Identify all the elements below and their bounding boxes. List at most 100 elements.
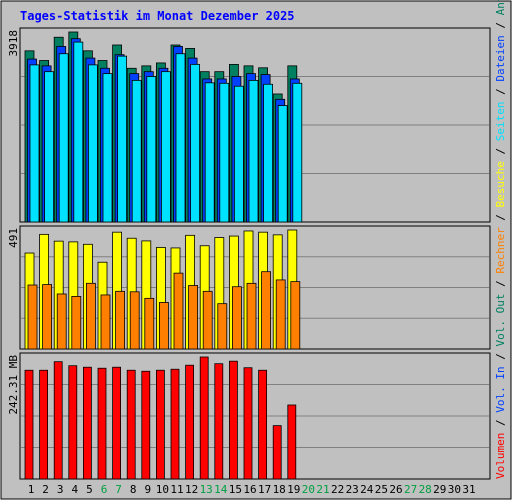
max-value-label: 242.31 MB [7, 355, 20, 415]
x-tick-label-day-9: 9 [144, 483, 151, 496]
legend-separator: / [494, 82, 507, 102]
bar-volumen-day-11 [170, 368, 180, 480]
x-tick-label-day-28: 28 [419, 483, 432, 496]
legend-entry: Rechner [494, 227, 507, 274]
bar-seiten-day-18 [277, 105, 288, 223]
bar-volumen-day-15 [228, 360, 238, 480]
bar-seiten-day-17 [263, 83, 274, 223]
bar-rechner-day-11 [173, 272, 184, 350]
bar-rechner-day-14 [217, 303, 228, 350]
bar-volumen-day-19 [287, 404, 297, 480]
x-tick-label-day-31: 31 [462, 483, 475, 496]
bar-volumen-day-3 [53, 361, 63, 480]
bar-seiten-day-19 [292, 82, 303, 223]
bar-rechner-day-1 [27, 284, 38, 350]
legend-separator: / [494, 15, 507, 35]
legend-separator: / [494, 274, 507, 294]
x-tick-label-day-15: 15 [229, 483, 242, 496]
bar-rechner-day-5 [86, 282, 96, 350]
bar-volumen-day-4 [68, 365, 78, 480]
bar-volumen-day-17 [258, 369, 268, 480]
bar-rechner-day-12 [188, 285, 199, 350]
x-tick-label-day-13: 13 [200, 483, 213, 496]
chart-panels: 3918 491 242.31 MB [7, 27, 491, 480]
x-tick-label-day-30: 30 [448, 483, 461, 496]
bar-rechner-day-17 [261, 271, 272, 350]
bar-volumen-day-12 [185, 364, 195, 480]
x-tick-label-day-5: 5 [86, 483, 93, 496]
x-tick-label-day-3: 3 [57, 483, 64, 496]
bar-rechner-day-7 [115, 290, 125, 350]
bar-rechner-day-10 [158, 302, 169, 350]
bar-rechner-day-13 [202, 290, 213, 350]
x-tick-label-day-2: 2 [42, 483, 49, 496]
x-tick-label-day-29: 29 [433, 483, 446, 496]
bar-rechner-day-8 [129, 291, 140, 350]
bar-volumen-day-16 [243, 367, 253, 480]
legend-separator: / [494, 347, 507, 367]
bar-rechner-day-18 [275, 279, 286, 350]
x-tick-label-day-18: 18 [273, 483, 286, 496]
x-tick-label-day-16: 16 [243, 483, 256, 496]
bar-volumen-day-10 [155, 369, 165, 480]
bar-seiten-day-2 [44, 71, 54, 223]
x-tick-label-day-25: 25 [375, 483, 388, 496]
legend-entry: Anfragen [494, 0, 507, 15]
x-tick-label-day-26: 26 [389, 483, 402, 496]
x-tick-label-day-20: 20 [302, 483, 315, 496]
bar-seiten-day-1 [29, 64, 40, 223]
bar-volumen-day-7 [112, 366, 121, 480]
bar-volumen-day-5 [83, 366, 92, 480]
legend-separator: / [494, 413, 507, 433]
bar-volumen-day-13 [199, 356, 209, 480]
x-tick-label-day-1: 1 [28, 483, 35, 496]
bar-volumen-day-8 [126, 369, 136, 480]
bar-rechner-day-4 [71, 296, 82, 350]
bar-seiten-day-3 [58, 53, 69, 223]
x-tick-label-day-19: 19 [287, 483, 300, 496]
bar-rechner-day-3 [56, 293, 67, 350]
bar-volumen-day-2 [39, 369, 48, 480]
x-axis-labels: 1 2 3 4 5 6 7 8 9 10 11 12 13 14 15 16 17 18 19 20 21 22 23 24 2… [28, 483, 476, 496]
bar-seiten-day-4 [73, 41, 84, 223]
bar-volumen-day-6 [97, 367, 107, 480]
bar-seiten-day-15 [233, 85, 244, 223]
x-tick-label-day-24: 24 [360, 483, 374, 496]
max-value-label: 491 [7, 228, 20, 248]
bar-rechner-day-15 [231, 286, 242, 350]
bar-seiten-day-13 [204, 82, 215, 223]
bar-seiten-day-10 [160, 71, 171, 223]
x-tick-label-day-10: 10 [156, 483, 169, 496]
series-seiten [29, 41, 303, 223]
legend-entry: Volumen [494, 433, 507, 479]
series-volumen [24, 356, 297, 480]
bar-seiten-day-11 [175, 53, 186, 223]
bar-seiten-day-16 [248, 79, 259, 223]
bar-seiten-day-7 [117, 55, 127, 223]
x-tick-label-day-12: 12 [185, 483, 198, 496]
x-tick-label-day-11: 11 [170, 483, 183, 496]
bar-rechner-day-19 [290, 281, 301, 350]
legend-entry: Seiten [494, 101, 507, 141]
bar-volumen-day-1 [24, 369, 34, 480]
bar-seiten-day-9 [146, 76, 157, 223]
x-tick-label-day-6: 6 [101, 483, 108, 496]
x-tick-label-day-21: 21 [316, 483, 329, 496]
max-value-label: 3918 [7, 30, 20, 57]
bar-seiten-day-6 [102, 73, 113, 223]
legend-separator: / [494, 207, 507, 227]
chart-title: Tages-Statistik im Monat Dezember 2025 [20, 9, 295, 23]
bar-rechner-day-16 [246, 282, 257, 350]
legend: Volumen / Vol. In / Vol. Out / Rechner /… [494, 0, 507, 479]
bar-rechner-day-6 [100, 294, 111, 350]
legend-entry: Dateien [494, 35, 507, 81]
x-tick-label-day-27: 27 [404, 483, 417, 496]
panel-visits: 491 [7, 225, 491, 350]
bar-volumen-day-9 [141, 370, 151, 480]
x-tick-label-day-7: 7 [115, 483, 122, 496]
x-tick-label-day-4: 4 [71, 483, 78, 496]
x-tick-label-day-14: 14 [214, 483, 228, 496]
x-tick-label-day-22: 22 [331, 483, 344, 496]
panel-requests: 3918 [7, 27, 491, 223]
